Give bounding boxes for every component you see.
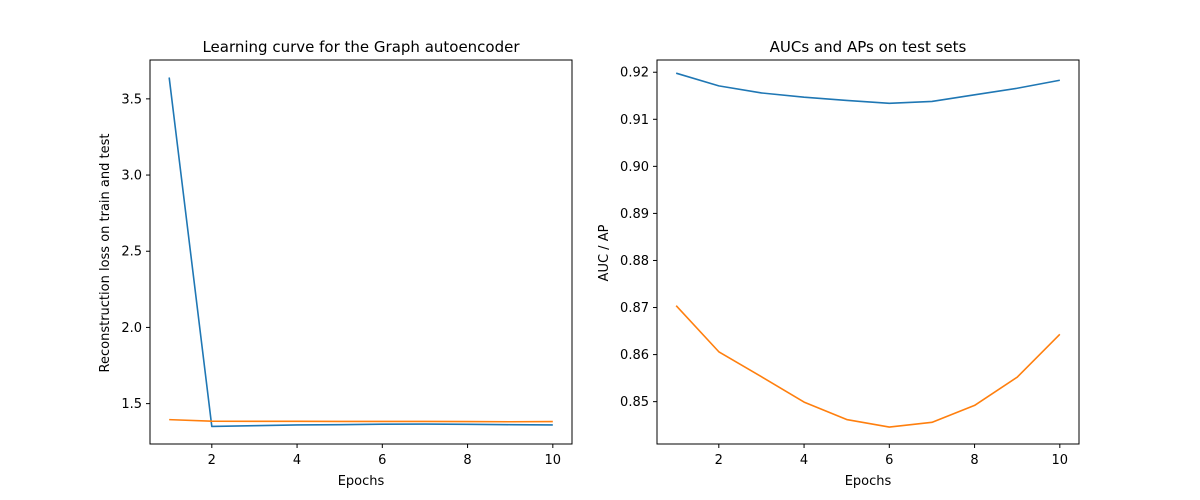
y-axis-label: AUC / AP	[597, 224, 612, 281]
ticks: 2 4 6 8 10 0.85 0.86 0.87 0.88 0.89 0.90 0.91 0.92	[620, 66, 1068, 468]
plot-frame	[149, 59, 573, 445]
y-tick-label: 0.85	[620, 395, 649, 410]
y-tick-label: 2.5	[121, 245, 142, 260]
series-lines	[168, 77, 553, 428]
chart-title: AUCs and APs on test sets	[770, 38, 967, 56]
y-tick-label: 0.92	[620, 66, 649, 81]
y-tick-label: 3.0	[121, 169, 142, 184]
series-lines	[675, 72, 1061, 428]
y-tick-label: 0.86	[620, 348, 649, 363]
x-tick-label: 10	[545, 453, 562, 468]
auc-ap-chart: AUCs and APs on test sets Epochs AUC / A…	[597, 38, 1080, 489]
x-tick-label: 2	[208, 453, 216, 468]
series-line-2	[675, 305, 1061, 428]
y-tick-label: 0.89	[620, 207, 649, 222]
x-tick-label: 8	[463, 453, 471, 468]
series-line-1	[168, 77, 553, 428]
y-tick-label: 0.88	[620, 254, 649, 269]
y-tick-label: 0.90	[620, 160, 649, 175]
plot-frame	[656, 59, 1080, 445]
y-tick-label: 3.5	[121, 92, 142, 107]
x-tick-label: 4	[800, 453, 808, 468]
x-tick-label: 4	[293, 453, 301, 468]
x-axis-label: Epochs	[338, 474, 385, 489]
chart-title: Learning curve for the Graph autoencoder	[202, 38, 520, 56]
y-tick-label: 2.0	[121, 321, 142, 336]
ticks: 2 4 6 8 10 1.5 2.0 2.5 3.0 3.5	[121, 92, 561, 468]
y-tick-label: 1.5	[121, 397, 142, 412]
x-tick-label: 8	[970, 453, 978, 468]
x-tick-label: 2	[715, 453, 723, 468]
y-tick-label: 0.87	[620, 301, 649, 316]
x-tick-label: 10	[1052, 453, 1069, 468]
learning-curve-chart: Learning curve for the Graph autoencoder…	[98, 38, 573, 489]
x-axis-label: Epochs	[845, 474, 892, 489]
x-tick-label: 6	[885, 453, 893, 468]
x-tick-label: 6	[378, 453, 386, 468]
y-axis-label: Reconstruction loss on train and test	[98, 134, 113, 373]
series-line-1	[675, 72, 1060, 105]
y-tick-label: 0.91	[620, 113, 649, 128]
series-line-2	[169, 418, 553, 423]
